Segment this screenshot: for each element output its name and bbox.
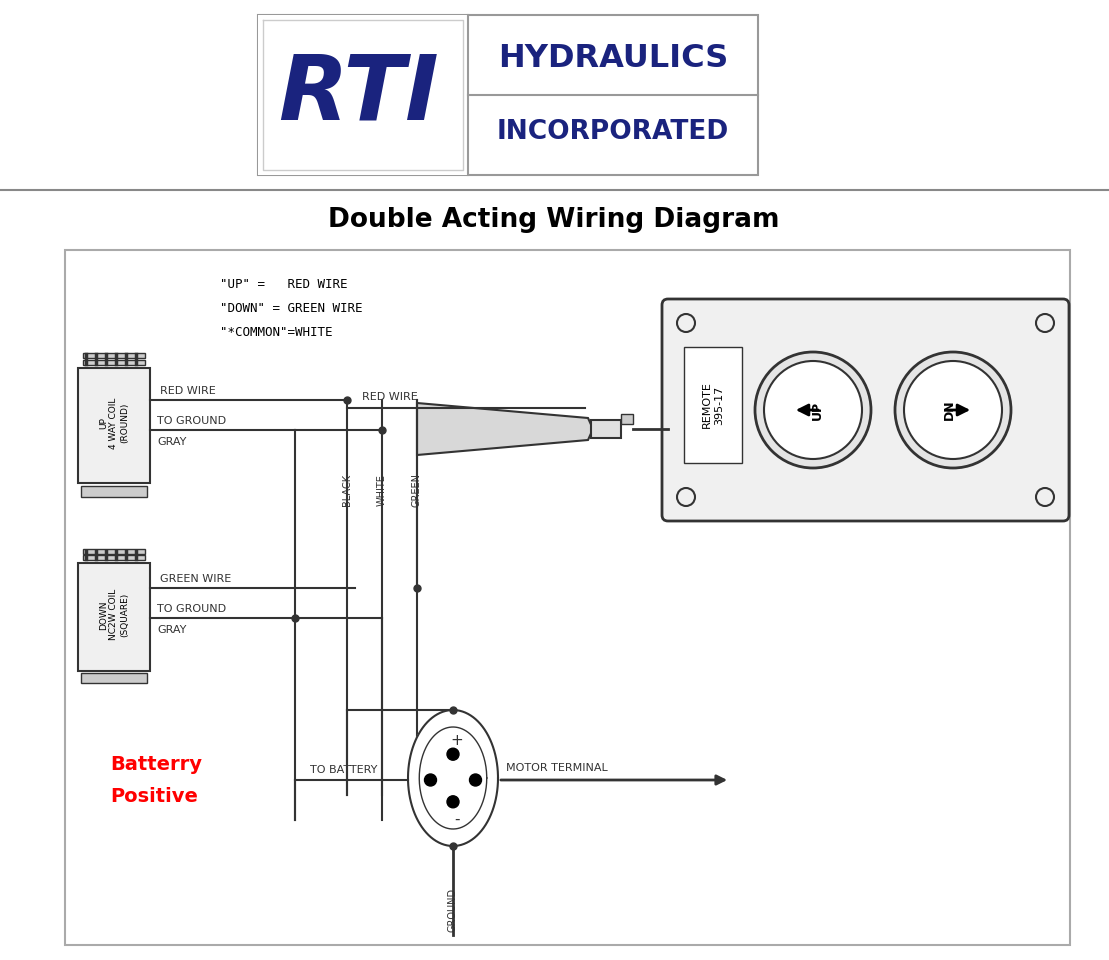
Bar: [81, 673, 147, 683]
Circle shape: [447, 748, 459, 760]
Text: GREEN: GREEN: [413, 473, 423, 507]
Bar: [81, 486, 147, 497]
Text: RED WIRE: RED WIRE: [362, 392, 418, 402]
Text: UP: UP: [811, 400, 824, 420]
Text: GRAY: GRAY: [157, 625, 186, 635]
Circle shape: [425, 774, 437, 786]
Text: DN: DN: [943, 399, 956, 420]
Text: BLACK: BLACK: [342, 474, 352, 506]
Circle shape: [469, 774, 481, 786]
Bar: [78, 563, 150, 671]
Text: TO GROUND: TO GROUND: [157, 604, 226, 614]
Text: Double Acting Wiring Diagram: Double Acting Wiring Diagram: [328, 207, 780, 233]
Bar: [684, 347, 742, 463]
Bar: [621, 414, 633, 424]
Polygon shape: [417, 403, 593, 455]
Text: Batterry: Batterry: [110, 755, 202, 774]
Text: UP
4 WAY COIL
(ROUND): UP 4 WAY COIL (ROUND): [99, 397, 129, 449]
Text: DOWN
NC2W COIL
(SQUARE): DOWN NC2W COIL (SQUARE): [99, 589, 129, 640]
Bar: [83, 555, 145, 560]
Text: TO BATTERY: TO BATTERY: [311, 765, 377, 775]
Text: WHITE: WHITE: [377, 474, 387, 506]
Text: GREEN WIRE: GREEN WIRE: [160, 574, 232, 584]
Text: "UP" =   RED WIRE: "UP" = RED WIRE: [220, 278, 347, 292]
Text: RED WIRE: RED WIRE: [160, 386, 216, 396]
Text: MOTOR TERMINAL: MOTOR TERMINAL: [506, 763, 608, 773]
FancyBboxPatch shape: [662, 299, 1069, 521]
Text: "*COMMON"=WHITE: "*COMMON"=WHITE: [220, 326, 333, 340]
Bar: [65, 250, 1070, 945]
Text: -: -: [455, 811, 460, 827]
Text: GROUND: GROUND: [448, 888, 458, 932]
Text: REMOTE
395-17: REMOTE 395-17: [702, 381, 724, 428]
Text: TO GROUND: TO GROUND: [157, 416, 226, 426]
Text: "DOWN" = GREEN WIRE: "DOWN" = GREEN WIRE: [220, 302, 363, 316]
Circle shape: [895, 352, 1011, 468]
Text: Positive: Positive: [110, 786, 197, 805]
Circle shape: [904, 361, 1003, 459]
Polygon shape: [408, 710, 498, 846]
Text: +: +: [450, 733, 464, 748]
Text: RTI: RTI: [277, 51, 438, 139]
Circle shape: [447, 796, 459, 807]
Bar: [83, 353, 145, 358]
Bar: [591, 420, 621, 438]
Bar: [83, 549, 145, 554]
Bar: [258, 15, 757, 175]
Bar: [258, 15, 468, 175]
Text: INCORPORATED: INCORPORATED: [497, 119, 729, 145]
Circle shape: [755, 352, 871, 468]
Bar: [78, 368, 150, 483]
Circle shape: [764, 361, 862, 459]
Bar: [83, 360, 145, 365]
Text: HYDRAULICS: HYDRAULICS: [498, 42, 729, 74]
Text: GRAY: GRAY: [157, 437, 186, 447]
